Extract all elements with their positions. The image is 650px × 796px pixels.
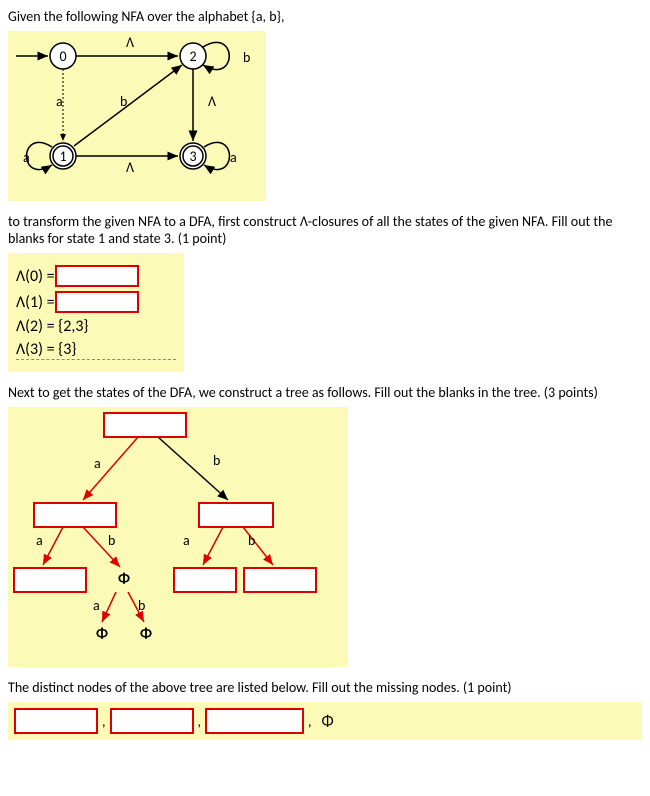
lambda-0-blank[interactable]	[55, 265, 139, 287]
tree-blank[interactable]	[13, 567, 87, 593]
nfa-diagram: 0 2 1 3 Λ b a b Λ a Λ a	[8, 31, 266, 201]
distinct-phi: Φ	[322, 712, 334, 731]
distinct-nodes-row: , , , Φ	[8, 702, 642, 740]
svg-text:3: 3	[189, 148, 196, 165]
edge-label: Λ	[126, 159, 134, 176]
edge-label: a	[23, 149, 30, 166]
tree-blank[interactable]	[243, 567, 317, 593]
tree-edge-a: a	[36, 532, 43, 549]
svg-text:1: 1	[59, 148, 66, 165]
tree-edge-b: b	[213, 452, 220, 469]
edge-label: a	[56, 93, 63, 110]
distinct-blank-2[interactable]	[110, 708, 194, 734]
tree-edge-b: b	[138, 597, 145, 614]
lambda-1-label: Λ(1) =	[16, 293, 55, 312]
phi-symbol: Φ	[140, 625, 152, 643]
edge-label: b	[243, 49, 250, 66]
tree-edge-b: b	[248, 532, 255, 549]
paragraph-2: Next to get the states of the DFA, we co…	[8, 384, 642, 401]
lambda-2: Λ(2) = {2,3}	[16, 317, 176, 336]
lambda-closure-box: Λ(0) = Λ(1) = Λ(2) = {2,3} Λ(3) = {3}	[8, 253, 184, 372]
tree-edge-a: a	[93, 597, 100, 614]
tree-blank[interactable]	[33, 502, 117, 528]
tree-edge-b: b	[108, 532, 115, 549]
lambda-1-blank[interactable]	[55, 291, 139, 313]
lambda-3: Λ(3) = {3}	[16, 340, 176, 360]
tree-edge-a: a	[94, 455, 101, 472]
svg-text:2: 2	[189, 48, 196, 65]
tree-blank[interactable]	[198, 502, 274, 528]
distinct-blank-1[interactable]	[14, 708, 98, 734]
distinct-blank-3[interactable]	[205, 708, 304, 734]
tree-blank[interactable]	[173, 567, 237, 593]
lambda-0-label: Λ(0) =	[16, 267, 55, 286]
dfa-tree: a b a b a b a b Φ Φ Φ	[8, 407, 348, 667]
edge-label: Λ	[208, 93, 216, 110]
phi-symbol: Φ	[96, 625, 108, 643]
svg-text:0: 0	[59, 48, 66, 65]
edge-label: a	[230, 149, 237, 166]
tree-blank-root[interactable]	[103, 412, 187, 438]
paragraph-1: to transform the given NFA to a DFA, fir…	[8, 213, 642, 247]
paragraph-3: The distinct nodes of the above tree are…	[8, 679, 642, 696]
intro-text: Given the following NFA over the alphabe…	[8, 8, 642, 25]
edge-label: Λ	[126, 34, 134, 51]
phi-symbol: Φ	[118, 570, 130, 588]
edge-label: b	[120, 93, 127, 110]
tree-edge-a: a	[183, 532, 190, 549]
